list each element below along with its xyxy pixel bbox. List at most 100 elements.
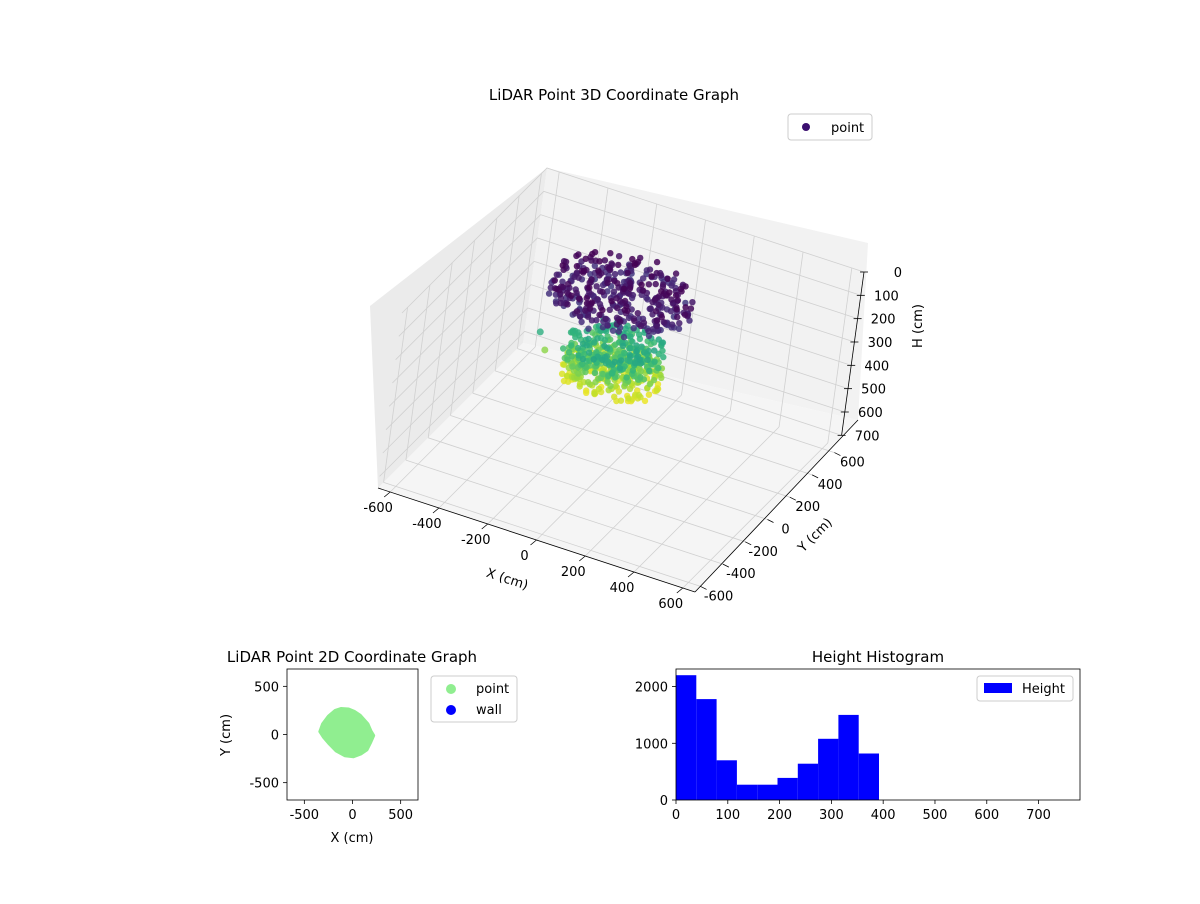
cloud-point bbox=[599, 306, 606, 314]
legend-hist-swatch bbox=[984, 683, 1012, 693]
x-tick-label: 400 bbox=[610, 581, 635, 596]
y-tick bbox=[789, 496, 796, 501]
cloud-point bbox=[666, 289, 673, 296]
cloud-point bbox=[621, 349, 628, 356]
cloud-point bbox=[601, 336, 609, 344]
legend-2d: point wall bbox=[430, 675, 518, 723]
cloud-point bbox=[634, 310, 641, 317]
x-tick-label: -400 bbox=[412, 517, 442, 532]
cloud-point bbox=[553, 285, 560, 293]
histogram-bar bbox=[797, 763, 819, 800]
y-tick-label: 200 bbox=[795, 500, 820, 515]
x-tick-label: 0 bbox=[520, 549, 528, 564]
cloud-point bbox=[668, 296, 675, 303]
cloud-point bbox=[638, 281, 645, 288]
cloud-point bbox=[601, 257, 609, 264]
cloud-point bbox=[643, 294, 650, 302]
grid-line-z bbox=[401, 167, 865, 314]
cloud-point bbox=[633, 348, 640, 355]
cloud-point bbox=[673, 306, 680, 313]
z-tick-label: 200 bbox=[871, 313, 896, 328]
grid-line-y bbox=[405, 459, 724, 565]
cloud-point bbox=[591, 339, 598, 346]
x-tick-label: 400 bbox=[871, 808, 896, 823]
cloud-point bbox=[659, 339, 667, 346]
cloud-point bbox=[653, 258, 661, 266]
cloud-point bbox=[559, 278, 566, 285]
cloud-point bbox=[674, 313, 681, 321]
histogram-bar bbox=[777, 777, 798, 800]
cloud-point bbox=[579, 340, 587, 348]
cloud-point bbox=[645, 391, 653, 398]
cloud-point bbox=[647, 305, 654, 312]
x-tick-label: 0 bbox=[348, 808, 356, 823]
histogram-bar bbox=[838, 714, 859, 800]
cloud-point bbox=[655, 293, 663, 300]
histogram-bar bbox=[818, 738, 839, 800]
cloud-point bbox=[617, 397, 625, 404]
cloud-point bbox=[610, 366, 617, 373]
y-tick-label: 0 bbox=[271, 729, 279, 744]
x-tick-label: 500 bbox=[923, 808, 948, 823]
cloud-point bbox=[637, 374, 644, 381]
cloud-point bbox=[573, 269, 581, 276]
x-tick-label: 700 bbox=[1026, 808, 1051, 823]
legend-hist-label: Height bbox=[1022, 682, 1065, 697]
cloud-point bbox=[689, 299, 696, 306]
cloud-point bbox=[653, 269, 660, 277]
grid-line-y bbox=[517, 173, 542, 349]
cloud-point bbox=[582, 255, 589, 262]
cloud-point bbox=[617, 357, 625, 364]
x-tick bbox=[432, 507, 440, 514]
cloud-point bbox=[612, 382, 619, 389]
cloud-point bbox=[584, 313, 592, 320]
cloud-point bbox=[613, 295, 620, 302]
histogram-bar bbox=[676, 675, 697, 800]
cloud-point bbox=[583, 387, 590, 394]
legend-2d-marker-wall bbox=[446, 705, 456, 715]
cloud-point bbox=[631, 261, 639, 269]
cloud-point bbox=[645, 327, 652, 335]
y-tick-label: 400 bbox=[818, 478, 843, 493]
cloud-point bbox=[611, 358, 618, 366]
cloud-point bbox=[653, 323, 660, 330]
z-tick-label: 300 bbox=[868, 336, 893, 351]
grid-line-y bbox=[450, 415, 768, 520]
y-tick-label: 500 bbox=[254, 680, 279, 695]
cloud-point bbox=[625, 395, 632, 402]
cloud-point bbox=[682, 304, 689, 311]
cloud-point bbox=[611, 393, 618, 400]
cloud-point bbox=[646, 266, 654, 273]
cloud-point bbox=[653, 387, 660, 394]
grid-line-x bbox=[778, 251, 804, 428]
x-tick bbox=[530, 539, 537, 546]
cloud-point bbox=[652, 280, 659, 288]
cloud-point bbox=[610, 288, 618, 295]
cloud-point bbox=[625, 314, 633, 322]
cloud-point bbox=[581, 267, 588, 275]
histogram-axes: 0 100 200 300 400 500 600 700 0 1000 2000 bbox=[635, 681, 1051, 823]
y-tick bbox=[767, 519, 774, 523]
histogram-bar bbox=[696, 699, 717, 800]
legend-2d-label-point: point bbox=[476, 682, 509, 697]
cloud-point bbox=[575, 370, 582, 377]
y-tick bbox=[745, 541, 752, 546]
cloud-point bbox=[629, 367, 637, 374]
cloud-point bbox=[584, 379, 592, 386]
y-tick-label: 0 bbox=[781, 523, 789, 538]
cloud-point bbox=[591, 262, 598, 269]
cloud-point bbox=[620, 285, 628, 292]
z-tick-label: 0 bbox=[894, 266, 902, 281]
cloud-point bbox=[601, 342, 608, 350]
plot-2d-ylabel: Y (cm) bbox=[219, 714, 234, 757]
cloud-point bbox=[596, 311, 603, 319]
x-tick bbox=[481, 523, 488, 530]
cloud-point bbox=[602, 315, 609, 323]
cloud-point bbox=[545, 290, 553, 297]
x-tick-label: 600 bbox=[974, 808, 999, 823]
x-tick-label: -600 bbox=[363, 501, 393, 516]
y-tick-label: 2000 bbox=[635, 681, 668, 696]
cloud-point bbox=[588, 299, 596, 306]
y-axis-label: Y (cm) bbox=[795, 515, 836, 556]
cloud-point bbox=[631, 360, 639, 367]
